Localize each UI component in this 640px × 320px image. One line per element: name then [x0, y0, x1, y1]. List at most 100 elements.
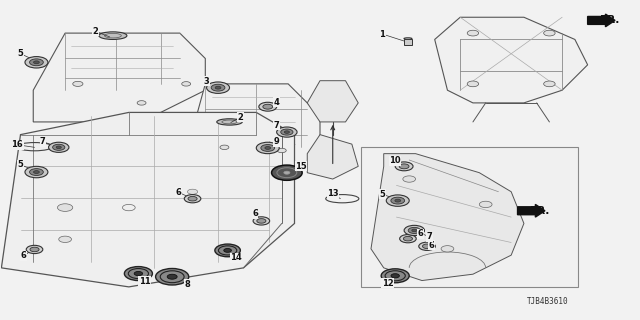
- Circle shape: [403, 176, 415, 182]
- Circle shape: [543, 30, 555, 36]
- Text: 7: 7: [40, 137, 45, 146]
- Circle shape: [467, 81, 479, 87]
- Circle shape: [58, 204, 73, 212]
- Text: 12: 12: [381, 279, 394, 288]
- Text: 2: 2: [237, 113, 243, 122]
- Circle shape: [467, 30, 479, 36]
- Circle shape: [543, 81, 555, 87]
- Text: 6: 6: [418, 229, 424, 238]
- Text: 6: 6: [429, 241, 435, 250]
- Circle shape: [29, 169, 44, 175]
- Circle shape: [257, 219, 266, 223]
- Circle shape: [256, 142, 279, 154]
- Circle shape: [182, 82, 191, 86]
- Circle shape: [224, 249, 232, 252]
- Polygon shape: [435, 17, 588, 103]
- Circle shape: [387, 195, 409, 206]
- FancyArrow shape: [588, 14, 615, 27]
- Circle shape: [263, 104, 273, 109]
- Circle shape: [284, 171, 290, 174]
- Ellipse shape: [217, 119, 243, 125]
- Circle shape: [391, 274, 399, 278]
- Circle shape: [188, 189, 198, 194]
- Polygon shape: [186, 84, 320, 185]
- Text: 6: 6: [252, 209, 258, 219]
- Circle shape: [412, 229, 417, 232]
- Circle shape: [404, 225, 424, 236]
- Circle shape: [284, 131, 289, 133]
- Circle shape: [391, 197, 404, 204]
- Text: 5: 5: [17, 49, 24, 58]
- Circle shape: [25, 166, 48, 178]
- Text: 15: 15: [295, 162, 307, 171]
- Circle shape: [215, 244, 241, 257]
- Circle shape: [26, 245, 43, 253]
- Circle shape: [33, 61, 39, 64]
- Circle shape: [188, 196, 197, 201]
- Polygon shape: [371, 154, 524, 281]
- Circle shape: [419, 242, 435, 251]
- Circle shape: [399, 235, 416, 243]
- Polygon shape: [33, 33, 205, 122]
- Circle shape: [395, 162, 413, 171]
- Text: 6: 6: [175, 188, 182, 197]
- Text: 5: 5: [17, 160, 24, 169]
- Text: 3: 3: [204, 77, 209, 86]
- Bar: [362, 147, 578, 287]
- Circle shape: [381, 269, 409, 283]
- Circle shape: [399, 164, 409, 169]
- Text: FR.: FR.: [600, 15, 620, 25]
- Circle shape: [277, 148, 286, 153]
- Circle shape: [30, 247, 39, 252]
- Circle shape: [403, 236, 413, 241]
- Bar: [404, 38, 412, 45]
- Circle shape: [276, 127, 297, 137]
- Circle shape: [220, 145, 229, 149]
- Ellipse shape: [99, 32, 127, 39]
- Circle shape: [422, 244, 431, 249]
- Circle shape: [271, 165, 302, 180]
- Circle shape: [395, 199, 401, 202]
- Circle shape: [137, 101, 146, 105]
- Circle shape: [56, 146, 61, 148]
- Polygon shape: [307, 135, 358, 179]
- Circle shape: [261, 145, 275, 151]
- Text: 4: 4: [274, 98, 280, 107]
- Text: 2: 2: [93, 27, 99, 36]
- Text: 13: 13: [327, 189, 339, 198]
- Text: 14: 14: [230, 253, 242, 262]
- Circle shape: [207, 82, 230, 93]
- FancyArrow shape: [518, 204, 545, 217]
- Text: 7: 7: [427, 232, 433, 241]
- Circle shape: [124, 267, 152, 281]
- Text: FR.: FR.: [531, 206, 550, 216]
- Circle shape: [49, 142, 69, 152]
- Circle shape: [259, 102, 276, 111]
- Circle shape: [73, 81, 83, 86]
- Circle shape: [33, 171, 39, 173]
- Text: 5: 5: [380, 190, 385, 199]
- Text: 16: 16: [12, 140, 23, 149]
- Circle shape: [184, 195, 201, 203]
- Circle shape: [211, 84, 225, 91]
- Circle shape: [29, 59, 44, 66]
- Circle shape: [281, 129, 293, 135]
- Circle shape: [479, 201, 492, 208]
- Circle shape: [408, 228, 420, 234]
- Text: 1: 1: [380, 29, 385, 39]
- Ellipse shape: [404, 38, 412, 39]
- Text: 7: 7: [274, 121, 280, 130]
- Text: 8: 8: [184, 280, 190, 289]
- Polygon shape: [307, 81, 358, 122]
- Polygon shape: [1, 112, 294, 287]
- Text: 6: 6: [20, 251, 27, 260]
- Circle shape: [265, 147, 271, 149]
- Text: 10: 10: [389, 156, 401, 165]
- Circle shape: [253, 217, 269, 225]
- Text: TJB4B3610: TJB4B3610: [527, 297, 569, 306]
- Text: 9: 9: [274, 137, 280, 146]
- Circle shape: [59, 236, 72, 243]
- Circle shape: [441, 246, 454, 252]
- Circle shape: [25, 57, 48, 68]
- Circle shape: [215, 86, 221, 89]
